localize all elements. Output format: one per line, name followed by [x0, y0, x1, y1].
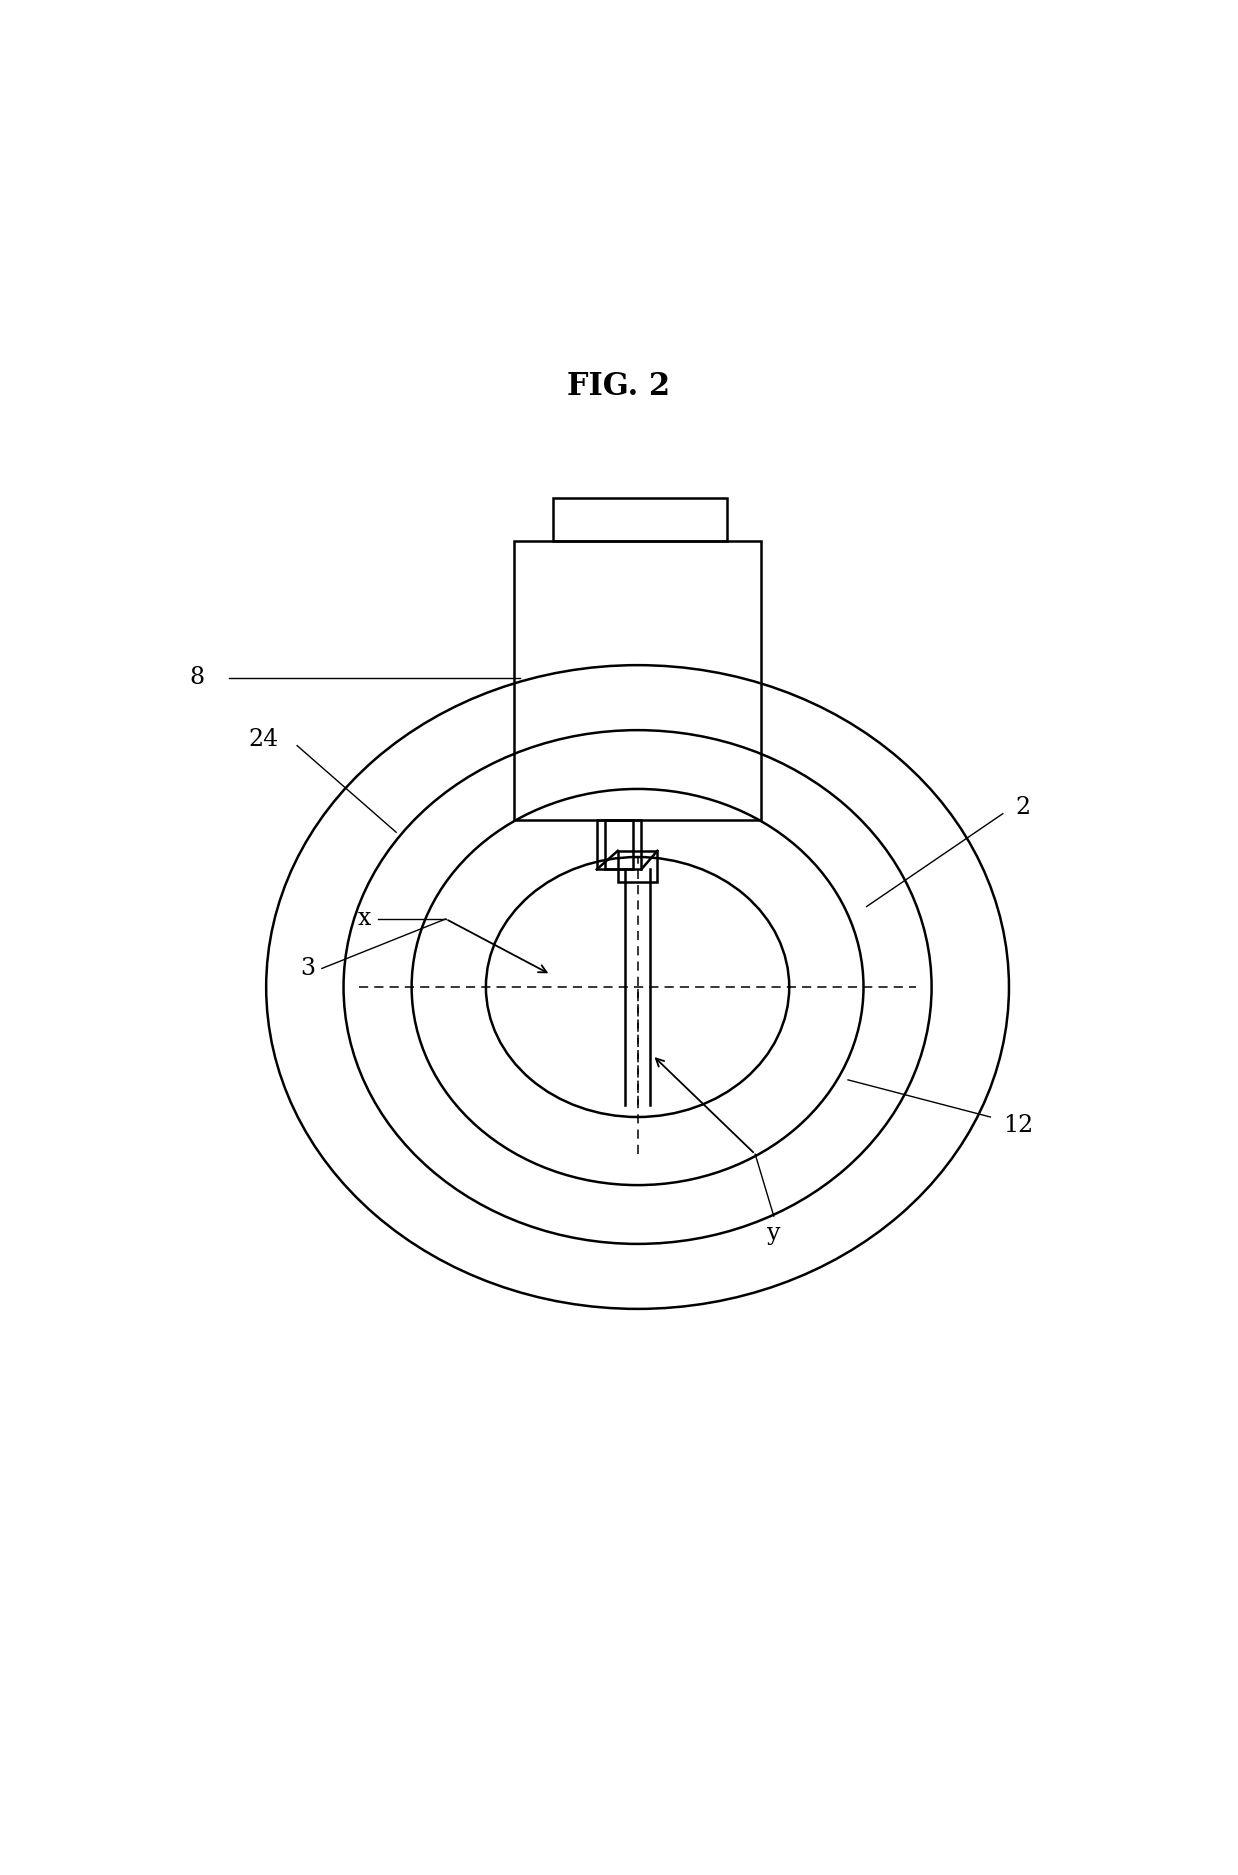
Text: 3: 3: [301, 956, 316, 981]
Text: 2: 2: [1015, 797, 1030, 819]
Text: 24: 24: [249, 728, 279, 750]
Text: FIG. 2: FIG. 2: [567, 371, 671, 401]
Text: 12: 12: [1003, 1114, 1032, 1136]
Text: x: x: [358, 908, 371, 930]
Text: y: y: [768, 1222, 780, 1245]
Text: 8: 8: [189, 666, 204, 688]
